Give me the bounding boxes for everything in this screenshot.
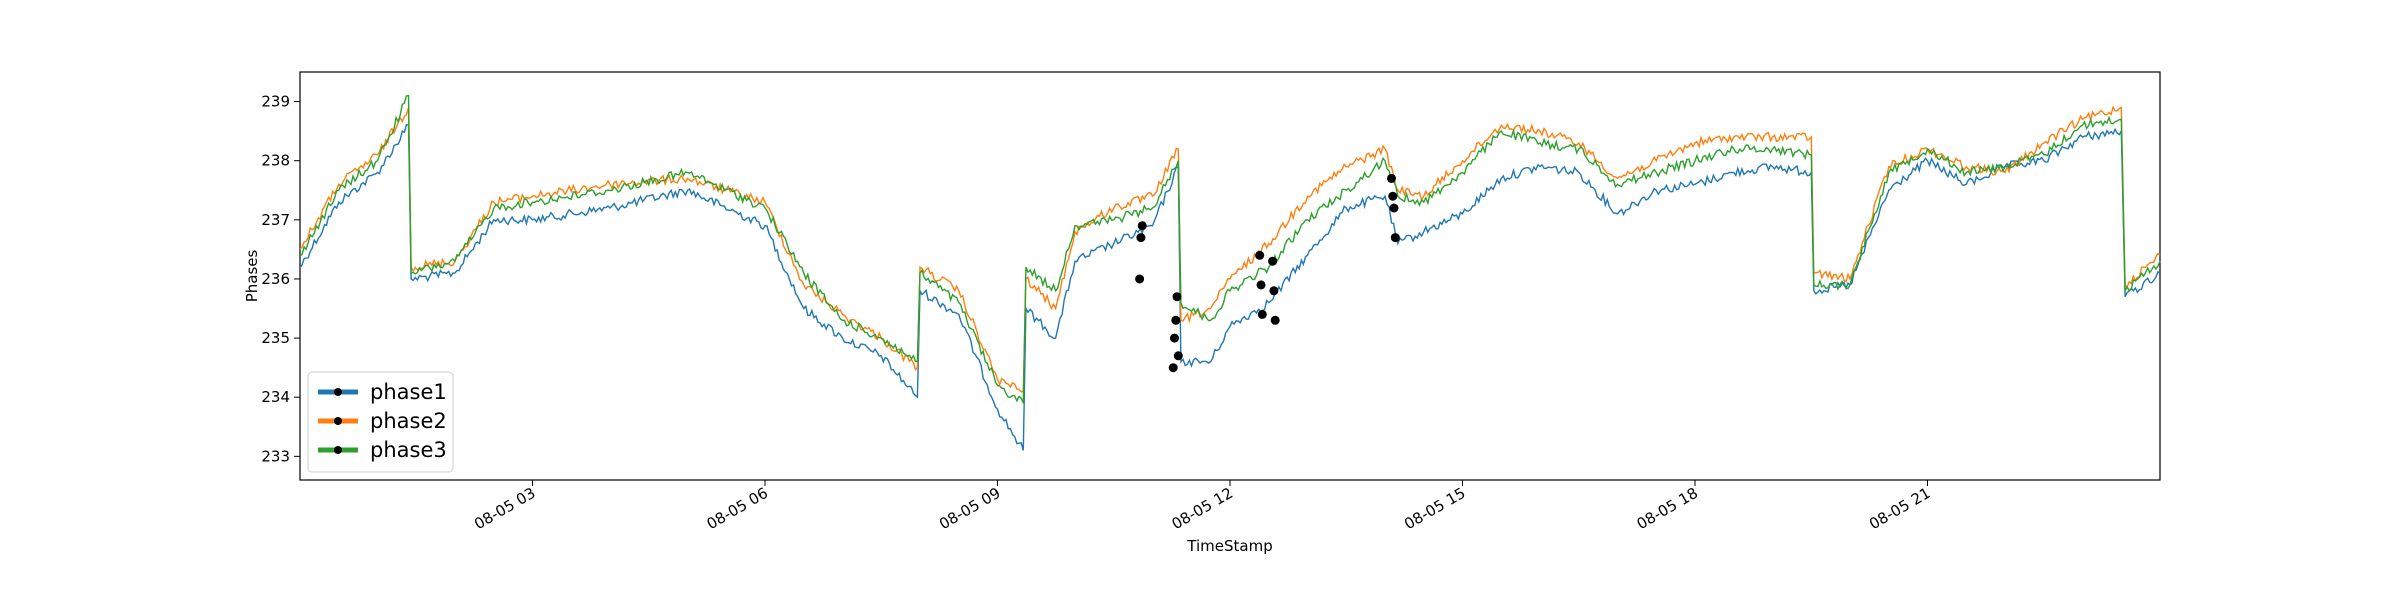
data-marker: [1172, 292, 1182, 302]
legend-label-phase1: phase1: [370, 380, 447, 404]
data-marker: [1269, 286, 1279, 296]
y-tick-label: 237: [261, 211, 290, 229]
x-tick-label: 08-05 18: [1634, 484, 1701, 533]
marker-layer: [1135, 173, 1400, 373]
data-marker: [1270, 315, 1280, 325]
legend-marker: [334, 417, 342, 425]
x-tick-label: 08-05 15: [1401, 484, 1468, 533]
data-marker: [1390, 233, 1400, 243]
data-marker: [1136, 233, 1146, 243]
y-axis-label: Phases: [243, 250, 261, 303]
series-line-phase3: [299, 94, 2161, 404]
data-marker: [1173, 351, 1183, 361]
series-line-phase2: [299, 105, 2161, 393]
data-marker: [1257, 309, 1267, 319]
y-tick-label: 234: [261, 388, 290, 406]
data-marker: [1171, 315, 1181, 325]
y-tick-label: 236: [261, 270, 290, 288]
x-axis: 08-05 03 08-05 06 08-05 09 08-05 12 08-05 15…: [471, 480, 1934, 533]
plot-frame: [299, 71, 2161, 481]
data-marker: [1389, 203, 1399, 213]
series-layer: [299, 94, 2161, 451]
data-marker: [1256, 280, 1266, 290]
x-tick-label: 08-05 03: [471, 484, 538, 533]
data-marker: [1170, 333, 1179, 343]
y-tick-label: 233: [261, 447, 290, 465]
legend-marker: [334, 388, 342, 396]
legend-label-phase3: phase3: [370, 438, 447, 462]
data-marker: [1255, 250, 1265, 260]
legend-label-phase2: phase2: [370, 409, 447, 433]
legend-marker: [334, 446, 342, 454]
data-marker: [1137, 221, 1147, 231]
y-tick-label: 235: [261, 329, 290, 347]
data-marker: [1388, 191, 1398, 201]
data-marker: [1135, 274, 1145, 284]
y-axis: 233 234 235 236 237 238 239: [261, 93, 300, 465]
x-tick-label: 08-05 06: [704, 484, 771, 533]
legend-box: [307, 371, 454, 473]
y-tick-label: 239: [261, 93, 290, 111]
data-marker: [1268, 256, 1278, 266]
plot-area: [299, 71, 2161, 481]
data-marker: [1168, 363, 1178, 373]
y-tick-label: 238: [261, 152, 290, 170]
x-tick-label: 08-05 12: [1169, 484, 1236, 533]
data-marker: [1387, 173, 1396, 183]
legend: phase1 phase2 phase3: [307, 371, 454, 473]
x-axis-label: TimeStamp: [1186, 537, 1272, 555]
series-line-phase1: [299, 123, 2161, 451]
x-tick-label: 08-05 09: [936, 484, 1003, 533]
x-tick-label: 08-05 21: [1866, 484, 1933, 533]
